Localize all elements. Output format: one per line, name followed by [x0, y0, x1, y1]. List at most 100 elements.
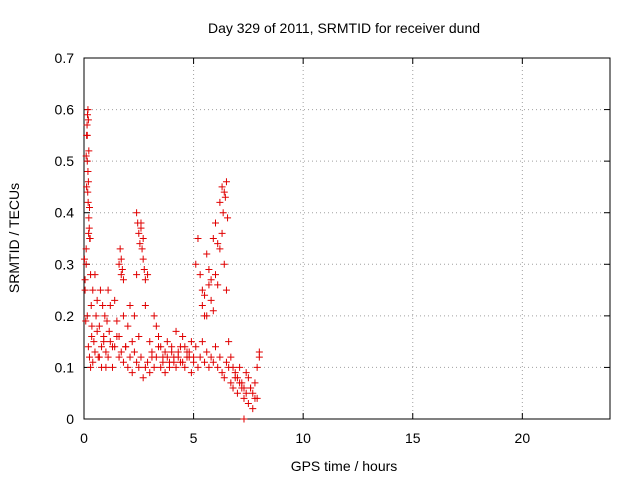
data-point [84, 198, 92, 206]
data-point [88, 322, 96, 330]
data-point [242, 389, 250, 397]
data-point [102, 348, 110, 356]
data-point [102, 363, 110, 371]
data-point [87, 302, 95, 310]
data-point [155, 343, 163, 351]
data-point [220, 260, 228, 268]
data-point [85, 147, 93, 155]
data-point [128, 338, 136, 346]
data-point [140, 265, 148, 273]
data-point [130, 312, 138, 320]
data-point [124, 322, 132, 330]
y-tick-label: 0.4 [55, 205, 75, 221]
data-point [117, 255, 125, 263]
data-point [135, 363, 143, 371]
data-point [212, 271, 219, 279]
data-point [198, 338, 206, 346]
data-point [126, 302, 134, 310]
data-point [240, 415, 248, 423]
data-point [119, 276, 127, 284]
data-point [85, 224, 93, 232]
data-point [83, 183, 91, 191]
data-point [218, 183, 226, 191]
data-point [139, 374, 147, 382]
data-point [113, 332, 121, 340]
data-point [222, 358, 230, 366]
y-tick-label: 0.2 [55, 308, 75, 324]
data-point [100, 332, 108, 340]
data-point [172, 327, 180, 335]
data-point [218, 229, 226, 237]
data-point [130, 348, 138, 356]
data-point [203, 250, 211, 258]
data-point [137, 353, 145, 361]
data-point [247, 384, 255, 392]
data-point [205, 363, 213, 371]
y-axis-label: SRMTID / TECUs [6, 183, 22, 293]
data-point [179, 358, 187, 366]
data-point [214, 281, 222, 289]
data-point [176, 343, 184, 351]
data-point [85, 214, 93, 222]
data-point [93, 296, 101, 304]
data-point [152, 322, 160, 330]
data-point [219, 209, 227, 217]
data-point [111, 296, 119, 304]
data-point [194, 363, 202, 371]
data-point [95, 322, 103, 330]
data-point [87, 363, 95, 371]
x-tick-label: 5 [190, 430, 198, 446]
data-point [82, 152, 90, 160]
data-point [141, 302, 149, 310]
data-point [168, 348, 176, 356]
x-axis-label: GPS time / hours [291, 458, 398, 474]
data-point [225, 363, 233, 371]
data-point [209, 358, 217, 366]
data-point [117, 271, 125, 279]
data-point [139, 235, 147, 242]
data-point [161, 369, 169, 377]
data-point [144, 358, 152, 366]
data-point [150, 363, 158, 371]
data-point [203, 348, 211, 356]
data-point [133, 209, 141, 217]
data-point [122, 343, 130, 351]
data-point [227, 379, 235, 387]
data-point [108, 363, 116, 371]
data-point [198, 302, 206, 310]
data-point [163, 353, 171, 361]
data-point [139, 255, 147, 263]
data-point [198, 286, 206, 294]
data-point [209, 235, 217, 242]
data-point [101, 312, 109, 320]
data-point [229, 384, 237, 392]
data-point [148, 348, 156, 356]
data-point [214, 363, 222, 371]
data-point [207, 276, 215, 284]
data-point [152, 353, 160, 361]
y-tick-label: 0.7 [55, 50, 75, 66]
data-point [196, 353, 204, 361]
data-point [128, 369, 136, 377]
plot-frame [83, 57, 611, 420]
data-point [92, 312, 100, 320]
data-point [106, 302, 114, 310]
data-point [84, 178, 92, 186]
y-tick-label: 0.1 [55, 359, 75, 375]
data-point [170, 358, 178, 366]
data-point [194, 235, 202, 242]
data-point [192, 343, 200, 351]
data-point [116, 245, 124, 253]
data-point [84, 116, 92, 124]
data-point [207, 353, 215, 361]
data-point [161, 348, 169, 356]
data-point [105, 327, 113, 335]
data-point [220, 188, 228, 196]
data-point [95, 353, 103, 361]
data-point [83, 157, 91, 165]
data-point [222, 286, 230, 294]
data-point [218, 369, 226, 377]
data-point [81, 276, 89, 284]
data-point [119, 312, 127, 320]
data-point [212, 343, 219, 351]
